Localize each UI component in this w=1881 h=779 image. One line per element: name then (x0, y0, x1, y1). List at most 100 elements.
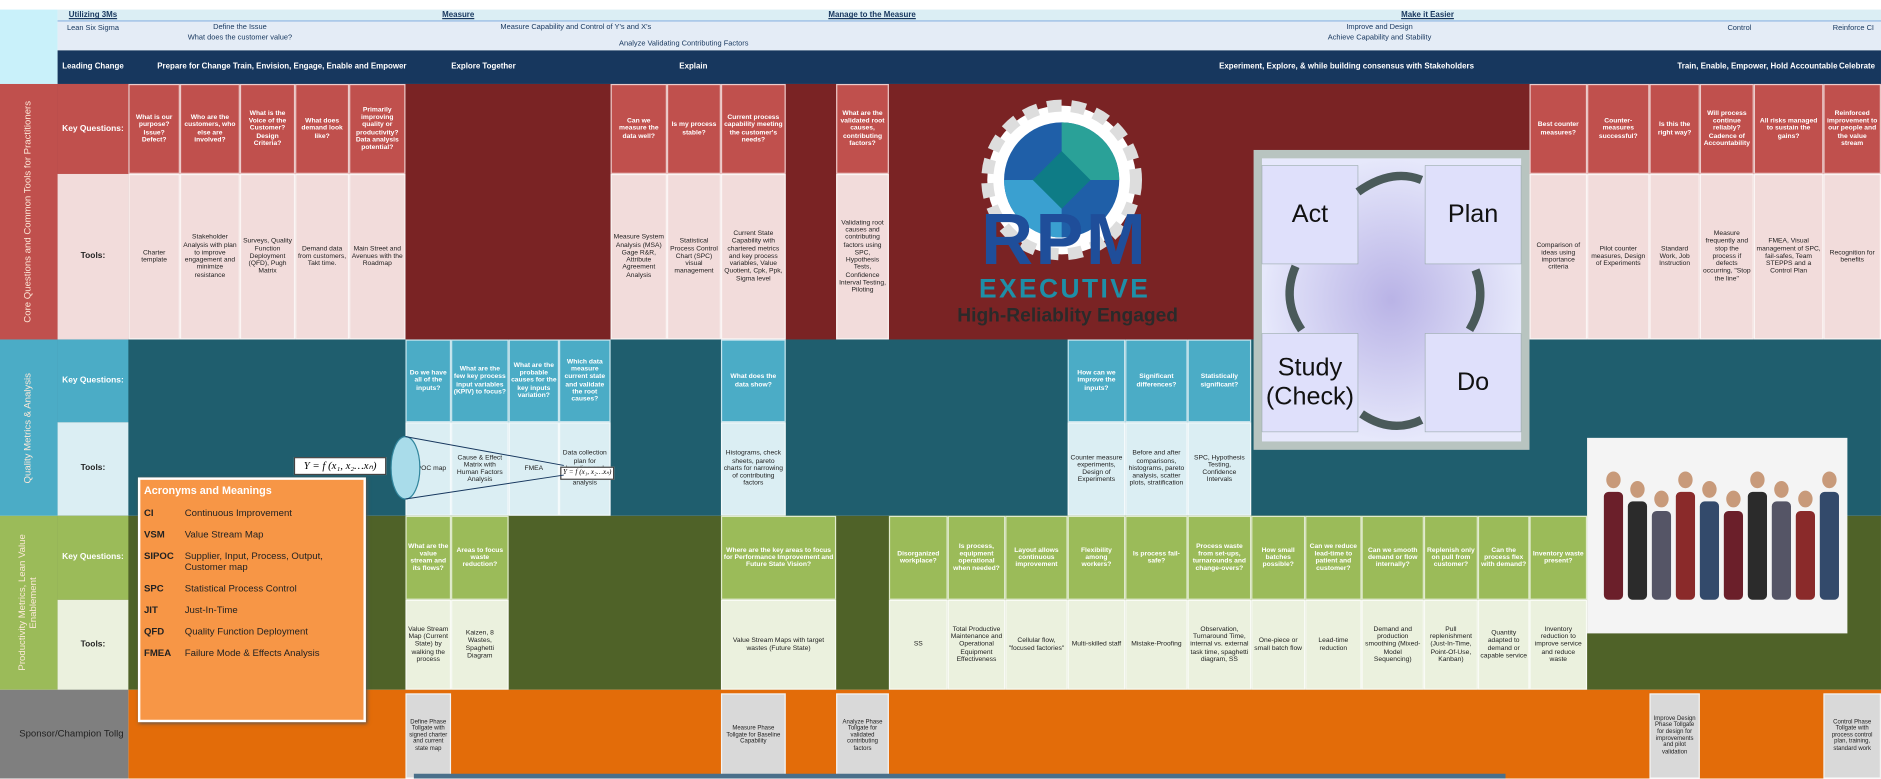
tool: Inventory reduction to improve service a… (1529, 599, 1588, 690)
key-question: Best counter measures? (1529, 83, 1588, 174)
key-question: How small batches possible? (1251, 515, 1306, 600)
key-question: Who are the customers, who else are invo… (179, 83, 240, 174)
acronyms-title: Acronyms and Meanings (143, 484, 272, 497)
key-question: What are the few key process input varia… (451, 339, 509, 423)
tollgate: Analyze Phase Tollgate for validated con… (836, 693, 889, 779)
tool: Pull replenishment (Just-In-Time, Point-… (1423, 599, 1478, 690)
tool: Statistical Process Control Chart (SPC) … (666, 173, 721, 340)
stage-label: Achieve Capability and Stability (1327, 33, 1432, 42)
approach-label: Celebrate (1838, 62, 1876, 72)
stage-label: Reinforce CI (1832, 23, 1875, 32)
key-question: All risks managed to sustain the gains? (1753, 83, 1824, 174)
tool: Demand and production smoothing (Mixed-M… (1361, 599, 1424, 690)
key-question: Layout allows continuous improvement (1005, 515, 1068, 600)
header-corner (0, 9, 58, 84)
key-question: How can we improve the inputs? (1067, 339, 1126, 423)
tool: FMEA, Visual management of SPC, fail-saf… (1753, 173, 1824, 340)
acronym-meaning: Continuous Improvement (184, 507, 292, 519)
stage-label: Improve and Design (1346, 22, 1413, 31)
key-question: What are the value stream and its flows? (405, 515, 452, 600)
approach-label: Leading Change (62, 62, 124, 72)
key-question: What is our purpose? Issue? Defect? (128, 83, 180, 174)
stage-label: What does the customer value? (187, 33, 293, 42)
approach-label: Explain (679, 62, 708, 72)
approach-label: Experiment, Explore, & while building co… (1219, 62, 1475, 72)
key-question: Can the process flex with demand? (1477, 515, 1530, 600)
key-question: Flexibility among workers? (1067, 515, 1126, 600)
stage-label: Control (1727, 23, 1752, 32)
pdca-label: Plan (1447, 200, 1499, 229)
logo-name: RPM (981, 199, 1149, 280)
key-question: Replenish only on pull from customer? (1423, 515, 1478, 600)
tool: Counter measure experiments, Design of E… (1067, 422, 1126, 516)
row-label: Tools: (57, 173, 129, 340)
acronym: QFD (143, 625, 165, 637)
tool: Standard Work, Job Instruction (1649, 173, 1700, 340)
key-question: Is process fail-safe? (1125, 515, 1188, 600)
approach-row (57, 50, 1881, 84)
acronym-row: VSM Value Stream Map (143, 529, 360, 541)
acronym-row: JIT Just-In-Time (144, 604, 360, 617)
section-label: Core Questions and Common Tools for Prac… (0, 83, 58, 340)
approach-label: Explore Together (451, 62, 516, 72)
key-question: Current process capability meeting the c… (720, 83, 786, 174)
tool: Mistake-Proofing (1125, 599, 1188, 690)
tool: Histograms, check sheets, pareto charts … (720, 422, 786, 516)
acronym: SIPOC (143, 550, 174, 562)
tool: FMEA (508, 422, 560, 516)
logo-sub: EXECUTIVE (979, 273, 1151, 304)
key-question: Can we reduce lead-time to patient and c… (1305, 515, 1362, 600)
tool: Demand data from customers, Takt time. (295, 173, 350, 340)
tool: Surveys, Quality Function Deployment (QF… (239, 173, 296, 340)
acronym-meaning: Statistical Process Control (184, 582, 297, 594)
footer-bar (413, 773, 1506, 779)
logo-tagline: High-Reliablity Engaged (957, 305, 1179, 327)
phase-label: Manage to the Measure (828, 11, 916, 20)
key-question: What is the Voice of the Customer? Desig… (239, 83, 296, 174)
formula: Y = f (x₁, x₂…xₙ) (560, 466, 615, 480)
key-question: Is this the right way? (1649, 83, 1700, 174)
acronym-row: FMEA Failure Mode & Effects Analysis (144, 647, 360, 660)
row-label: Tools: (57, 599, 129, 690)
tool: Stakeholder Analysis with plan to improv… (179, 173, 240, 340)
sponsor-band (128, 689, 1881, 779)
tool: Cellular flow, "focused factories" (1005, 599, 1068, 690)
approach-label: Train, Enable, Empower, Hold Accountable (1677, 62, 1838, 72)
key-question: Reinforced improvement to our people and… (1823, 83, 1881, 174)
phase-label: Make it Easier (1401, 11, 1454, 20)
tool: Pilot counter measures, Design of Experi… (1587, 173, 1650, 340)
tollgate: Control Phase Tollgate with process cont… (1823, 693, 1881, 779)
formula: Y = f (x₁, x₂…xₙ) (293, 457, 387, 476)
approach-label: Prepare for Change Train, Envision, Enga… (157, 62, 407, 72)
tool: Value Stream Map (Current State) by walk… (405, 599, 452, 690)
key-question: Which data measure current state and val… (559, 339, 611, 423)
tool: SPC, Hypothesis Testing, Confidence Inte… (1187, 422, 1252, 516)
acronym-row: SPC Statistical Process Control (143, 582, 360, 595)
tool: SIPOC map (405, 422, 452, 516)
row-label: Key Questions: (57, 515, 129, 600)
tool: Total Productive Maintenance and Operati… (947, 599, 1006, 690)
stage-row (57, 21, 1881, 51)
tool: Quantity adapted to demand or capable se… (1477, 599, 1530, 690)
key-question: Statistically significant? (1187, 339, 1252, 423)
key-question: Areas to focus waste reduction? (451, 515, 509, 600)
tollgate: Define Phase Tollgate with signed charte… (405, 693, 452, 779)
tool: Before and after comparisons, histograms… (1125, 422, 1188, 516)
key-question: Process waste from set-ups, turnarounds … (1187, 515, 1252, 600)
phase-label: Utilizing 3Ms (68, 11, 118, 20)
acronym-meaning: Supplier, Input, Process, Output, Custom… (184, 550, 323, 573)
tool: Value Stream Maps with target wastes (Fu… (720, 599, 837, 690)
acronym-meaning: Quality Function Deployment (184, 625, 308, 637)
key-question: Where are the key areas to focus for Per… (720, 515, 837, 600)
acronym: VSM (143, 529, 165, 540)
tollgate: Measure Phase Tollgate for Baseline Capa… (720, 693, 786, 779)
tollgate: Improve Design Phase Tollgate for design… (1649, 693, 1700, 779)
acronym: SPC (143, 582, 164, 594)
stage-label: Lean Six Sigma (66, 23, 119, 32)
acronym-meaning: Failure Mode & Effects Analysis (184, 647, 320, 659)
tool: Kaizen, 8 Wastes, Spaghetti Diagram (451, 599, 509, 690)
tool: Measure System Analysis (MSA) Gage R&R, … (610, 173, 667, 340)
tool: Recognition for benefits (1823, 173, 1881, 340)
row-label: Tools: (57, 422, 129, 516)
